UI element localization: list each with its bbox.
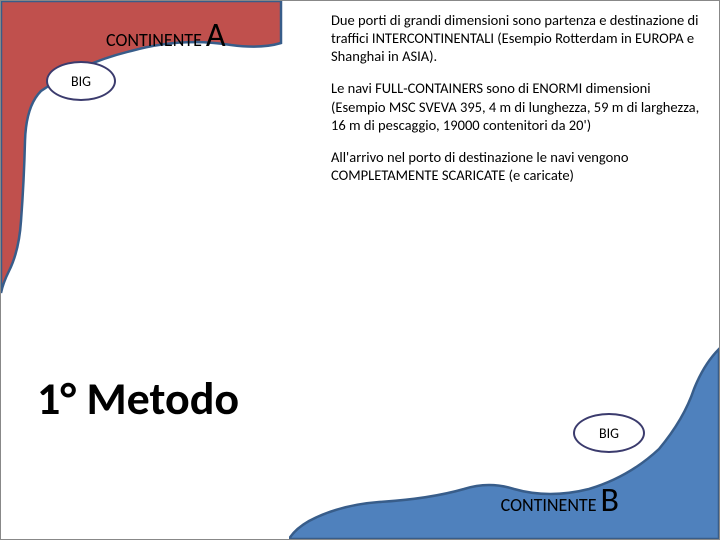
slide-title: 1° Metodo [37, 371, 239, 427]
big-label-a: BIG [71, 73, 91, 90]
continent-b-label: CONTINENTE B [501, 480, 619, 521]
paragraph-2: Le navi FULL-CONTAINERS sono di ENORMI d… [331, 79, 701, 133]
continent-a-label: CONTINENTE A [106, 15, 226, 56]
continent-b-letter: B [601, 480, 620, 521]
big-oval-a: BIG [46, 61, 116, 101]
big-label-b: BIG [599, 425, 619, 442]
paragraph-1: Due porti di grandi dimensioni sono part… [331, 11, 701, 65]
big-oval-b: BIG [573, 413, 645, 453]
paragraph-3: All'arrivo nel porto di destinazione le … [331, 148, 701, 184]
continent-b-prefix: CONTINENTE [501, 494, 597, 516]
body-text: Due porti di grandi dimensioni sono part… [331, 11, 701, 198]
continent-a-prefix: CONTINENTE [106, 29, 202, 51]
continent-a-letter: A [206, 15, 226, 56]
